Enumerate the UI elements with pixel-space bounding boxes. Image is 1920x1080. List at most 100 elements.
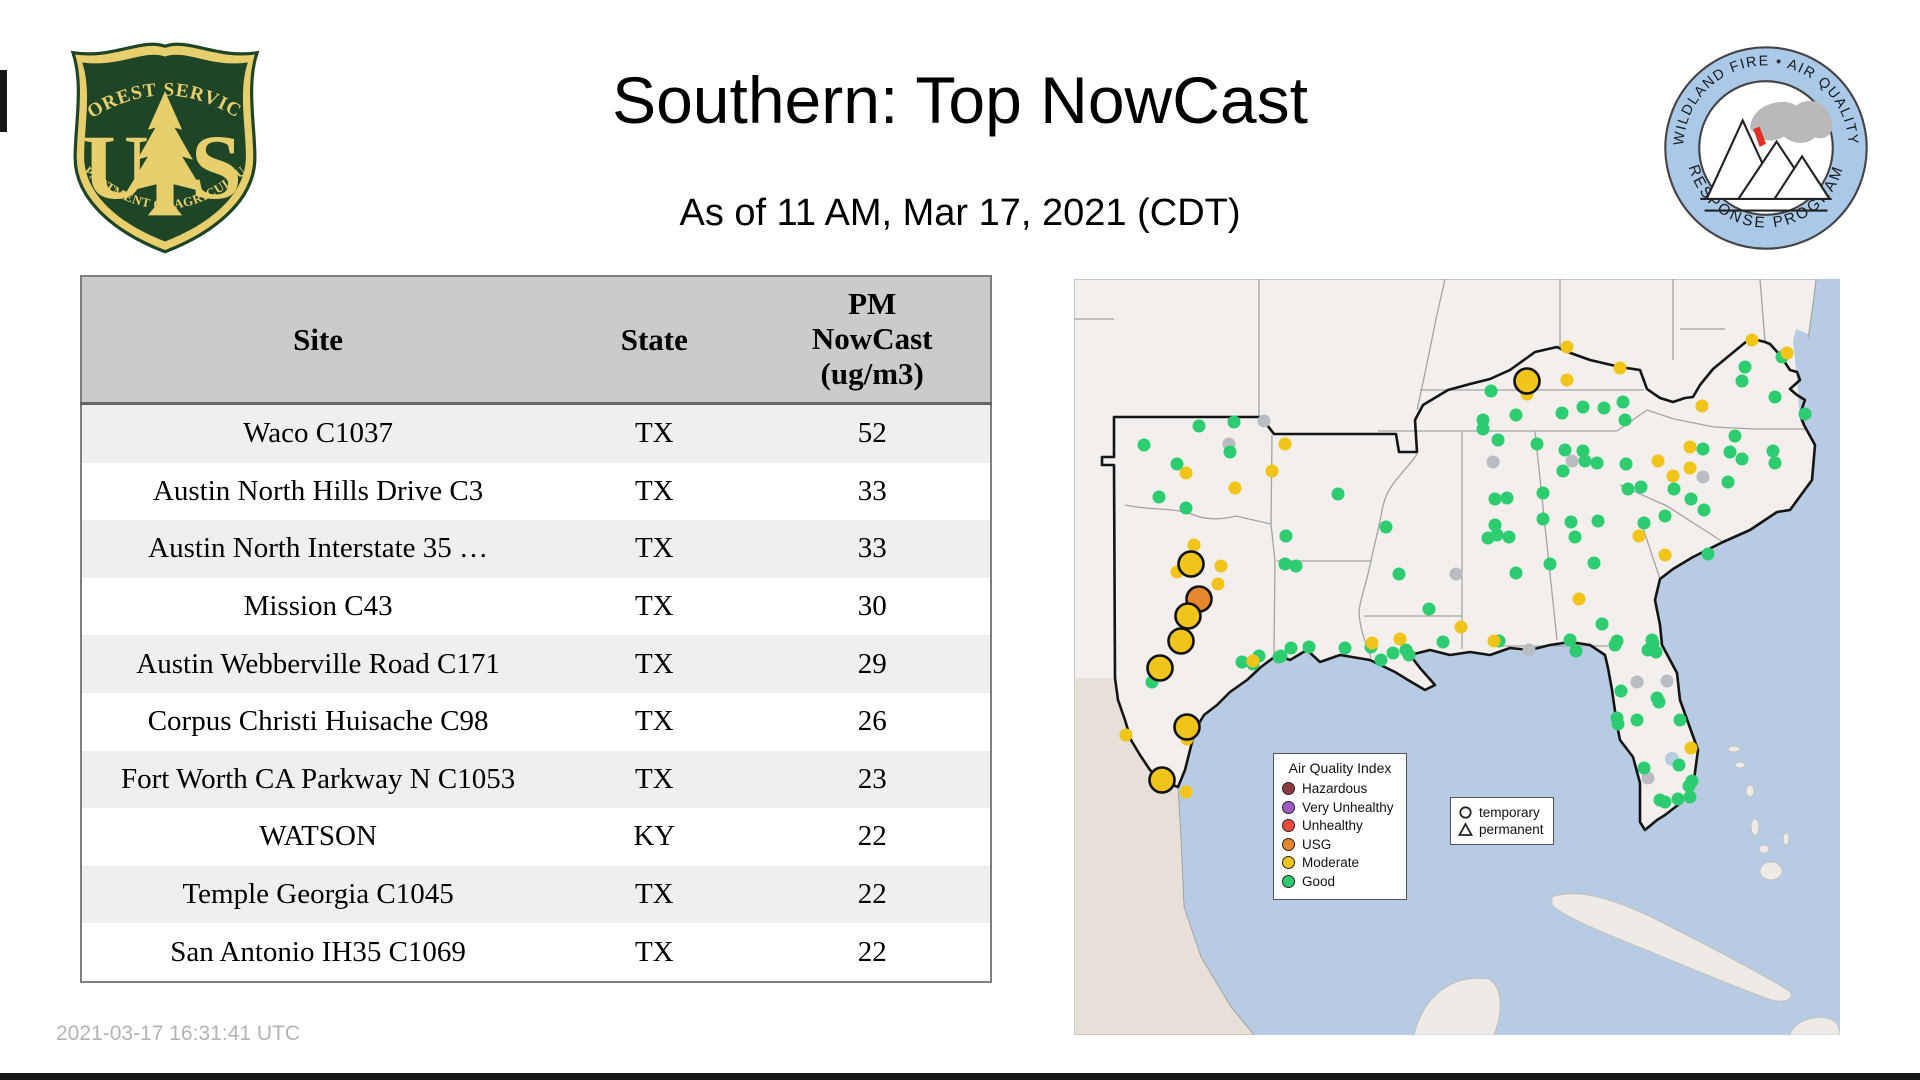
monitor-dot [1536, 512, 1550, 526]
monitor-dot [1235, 655, 1249, 669]
monitor-dot [1696, 442, 1710, 456]
nowcast-cell: 33 [857, 532, 887, 565]
fs-letter-u: U [83, 116, 149, 218]
generated-timestamp: 2021-03-17 16:31:41 UTC [56, 1022, 300, 1045]
nowcast-cell: 22 [857, 878, 887, 911]
monitor-dot [1119, 728, 1133, 742]
nowcast-cell: 26 [857, 705, 887, 738]
monitor-dot [1560, 373, 1574, 387]
site-cell: WATSON [259, 820, 377, 853]
monitor-dot [1658, 548, 1672, 562]
monitor-dot [1798, 407, 1812, 421]
monitor-dot [1671, 792, 1685, 806]
column-header-pm-nowcast: PM NowCast (ug/m3) [754, 276, 991, 405]
monitor-dot [1666, 469, 1680, 483]
monitor-dot [1476, 422, 1490, 436]
state-cell: TX [634, 647, 674, 680]
monitor-dot [1576, 400, 1590, 414]
top-site-marker [1148, 766, 1176, 794]
table-row: WATSON KY 22 [81, 808, 991, 866]
page-title: Southern: Top NowCast [612, 63, 1308, 137]
monitor-dot [1735, 374, 1749, 388]
monitor-dot [1695, 399, 1709, 413]
site-cell: Austin Webberville Road C171 [136, 647, 500, 680]
monitor-dot [1572, 592, 1586, 606]
monitor-dot [1682, 779, 1696, 793]
monitor-dot [1228, 481, 1242, 495]
table-row: Temple Georgia C1045 TX 22 [81, 865, 991, 924]
aqi-color-swatch [1282, 782, 1295, 795]
monitor-dot [1658, 795, 1672, 809]
site-cell: Temple Georgia C1045 [182, 878, 454, 911]
monitor-dot [1522, 643, 1536, 657]
forest-service-shield-icon: FOREST SERVICE DEPARTMENT OF AGRICULTURE… [51, 20, 260, 254]
monitor-dot [1569, 644, 1583, 658]
monitor-dot [1257, 414, 1271, 428]
monitor-dot [1597, 401, 1611, 415]
monitor-dot [1683, 790, 1697, 804]
site-cell: San Antonio IH35 C1069 [170, 935, 466, 968]
nowcast-cell: 30 [857, 590, 887, 623]
monitor-dot [1563, 633, 1577, 647]
monitor-dot [1616, 395, 1630, 409]
monitor-dot [1214, 559, 1228, 573]
monitor-dot [1422, 602, 1436, 616]
table-body: Waco C1037 TX 52 Austin North Hills Drive C… [81, 403, 991, 982]
southern-region-map-icon [1074, 279, 1840, 1035]
monitor-dot [1735, 452, 1749, 466]
nowcast-table: Site State PM NowCast (ug/m3) Waco C1037… [80, 275, 992, 983]
monitor-dot [1278, 437, 1292, 451]
monitor-dot [1641, 771, 1655, 785]
monitor-dot [1564, 515, 1578, 529]
state-cell: TX [634, 532, 674, 565]
temporary-circle-icon [1459, 806, 1472, 819]
screen-edge-artifact-left [0, 70, 7, 132]
monitor-dot [1684, 492, 1698, 506]
monitor-dot [1608, 638, 1622, 652]
monitor-dot [1284, 641, 1298, 655]
site-cell: Waco C1037 [243, 417, 394, 450]
state-cell: TX [634, 762, 674, 795]
monitor-dot [1170, 457, 1184, 471]
monitor-dot [1768, 456, 1782, 470]
monitor-dot [1619, 457, 1633, 471]
site-cell: Austin North Interstate 35 … [148, 532, 489, 565]
monitor-dot [1660, 674, 1674, 688]
aqi-legend: Air Quality Index Hazardous Very Unhealth… [1273, 753, 1407, 900]
aqi-legend-items: Hazardous Very Unhealthy Unhealthy USG Moder… [1282, 781, 1398, 889]
monitor-dot [1279, 529, 1293, 543]
table-header-row: Site State PM NowCast (ug/m3) [81, 276, 991, 405]
state-cell: TX [634, 474, 674, 507]
monitor-dot [1379, 520, 1393, 534]
monitor-dot [1338, 641, 1352, 655]
monitor-dot [1630, 713, 1644, 727]
nowcast-cell: 22 [857, 935, 887, 968]
monitor-type-legend: temporary permanent [1450, 797, 1554, 845]
monitor-dot [1591, 514, 1605, 528]
top-site-marker [1174, 602, 1202, 630]
monitor-dot [1632, 529, 1646, 543]
column-header-site: Site [81, 276, 555, 405]
monitor-dot [1683, 440, 1697, 454]
mountains-icon [1700, 117, 1832, 212]
monitor-dot [1556, 464, 1570, 478]
monitor-dot [1768, 390, 1782, 404]
monitor-dot [1543, 557, 1557, 571]
smoke-icon [1750, 100, 1833, 143]
top-site-marker [1177, 550, 1205, 578]
aqi-legend-label: Very Unhealthy [1302, 799, 1394, 815]
monitor-dot [1192, 419, 1206, 433]
monitor-dot [1637, 761, 1651, 775]
monitor-dot [1211, 577, 1225, 591]
monitor-dot [1652, 695, 1666, 709]
monitor-dot [1697, 503, 1711, 517]
monitor-dot [1618, 413, 1632, 427]
page-subtitle: As of 11 AM, Mar 17, 2021 (CDT) [679, 192, 1241, 234]
monitor-dot [1611, 717, 1625, 731]
table-row: Austin North Interstate 35 … TX 33 [81, 520, 991, 578]
site-cell: Fort Worth CA Parkway N C1053 [120, 762, 516, 795]
monitor-dot [1484, 384, 1498, 398]
monitor-dot [1502, 530, 1516, 544]
site-cell: Austin North Hills Drive C3 [152, 474, 484, 507]
aqi-legend-item: Hazardous [1282, 781, 1398, 796]
